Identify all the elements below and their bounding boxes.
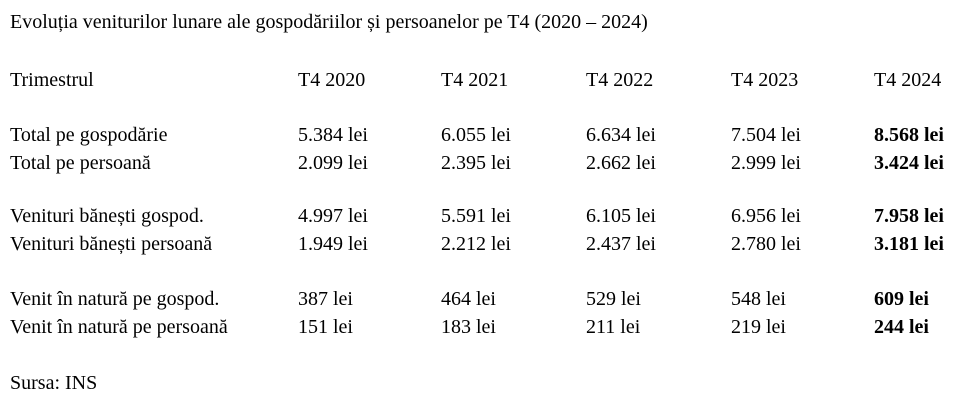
row-label: Total pe persoană [10, 152, 151, 174]
cell: 7.504 lei [731, 124, 801, 146]
row-label: Venituri bănești persoană [10, 233, 213, 255]
cell: 2.437 lei [586, 233, 656, 255]
cell: 1.949 lei [298, 233, 368, 255]
row-label: Total pe gospodărie [10, 124, 168, 146]
header-cell: T4 2020 [298, 69, 366, 91]
cell: 183 lei [441, 316, 496, 338]
cell: 3.424 lei [874, 152, 944, 174]
cell: 6.105 lei [586, 205, 656, 227]
header-cell: T4 2023 [731, 69, 799, 91]
row-label: Venit în natură pe gospod. [10, 288, 220, 310]
cell: 5.384 lei [298, 124, 368, 146]
source: Sursa: INS [10, 372, 98, 394]
header-label: Trimestrul [10, 69, 94, 91]
cell: 5.591 lei [441, 205, 511, 227]
cell: 8.568 lei [874, 124, 944, 146]
cell: 609 lei [874, 288, 929, 310]
cell: 2.212 lei [441, 233, 511, 255]
cell: 6.055 lei [441, 124, 511, 146]
cell: 219 lei [731, 316, 786, 338]
row-label: Venituri bănești gospod. [10, 205, 204, 227]
cell: 3.181 lei [874, 233, 944, 255]
title: Evoluția veniturilor lunare ale gospodăr… [10, 11, 648, 33]
header-cell: T4 2024 [874, 69, 942, 91]
cell: 244 lei [874, 316, 929, 338]
cell: 4.997 lei [298, 205, 368, 227]
cell: 2.780 lei [731, 233, 801, 255]
cell: 2.999 lei [731, 152, 801, 174]
row-label: Venit în natură pe persoană [10, 316, 228, 338]
cell: 6.956 lei [731, 205, 801, 227]
cell: 548 lei [731, 288, 786, 310]
cell: 529 lei [586, 288, 641, 310]
cell: 151 lei [298, 316, 353, 338]
cell: 2.099 lei [298, 152, 368, 174]
header-cell: T4 2021 [441, 69, 509, 91]
cell: 464 lei [441, 288, 496, 310]
cell: 2.395 lei [441, 152, 511, 174]
cell: 6.634 lei [586, 124, 656, 146]
cell: 211 lei [586, 316, 641, 338]
cell: 7.958 lei [874, 205, 944, 227]
cell: 2.662 lei [586, 152, 656, 174]
header-cell: T4 2022 [586, 69, 654, 91]
cell: 387 lei [298, 288, 353, 310]
